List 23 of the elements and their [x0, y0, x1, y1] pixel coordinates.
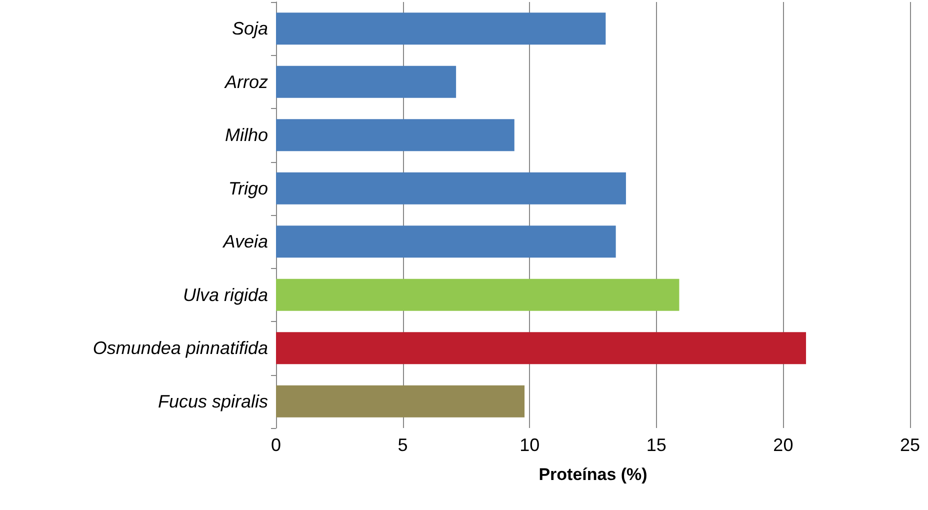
x-axis-title: Proteínas (%) [538, 465, 648, 484]
bar [276, 332, 806, 364]
bar [276, 66, 456, 98]
bar [276, 12, 606, 45]
x-tick-label: 5 [398, 435, 408, 455]
bar [276, 172, 626, 204]
x-tick-label: 10 [520, 435, 540, 455]
x-tick-label: 0 [270, 435, 282, 455]
y-tick-label: Soja [232, 18, 268, 39]
x-tick-label: 15 [646, 435, 666, 455]
y-tick-label: Ulva rigida [182, 284, 268, 305]
y-tick-label: Fucus spiralis [158, 391, 268, 412]
y-tick-label: Osmundea pinnatifida [92, 338, 268, 358]
y-tick-label: Arroz [224, 72, 268, 92]
bar [276, 226, 616, 258]
y-tick-label: Trigo [228, 178, 268, 198]
y-tick-label: Aveia [222, 232, 268, 252]
x-tick-label: 20 [773, 435, 794, 455]
x-tick-label: 25 [900, 435, 920, 455]
bar [276, 278, 680, 311]
y-tick-label: Milho [224, 125, 268, 146]
bar [276, 119, 514, 152]
bar [276, 385, 525, 418]
